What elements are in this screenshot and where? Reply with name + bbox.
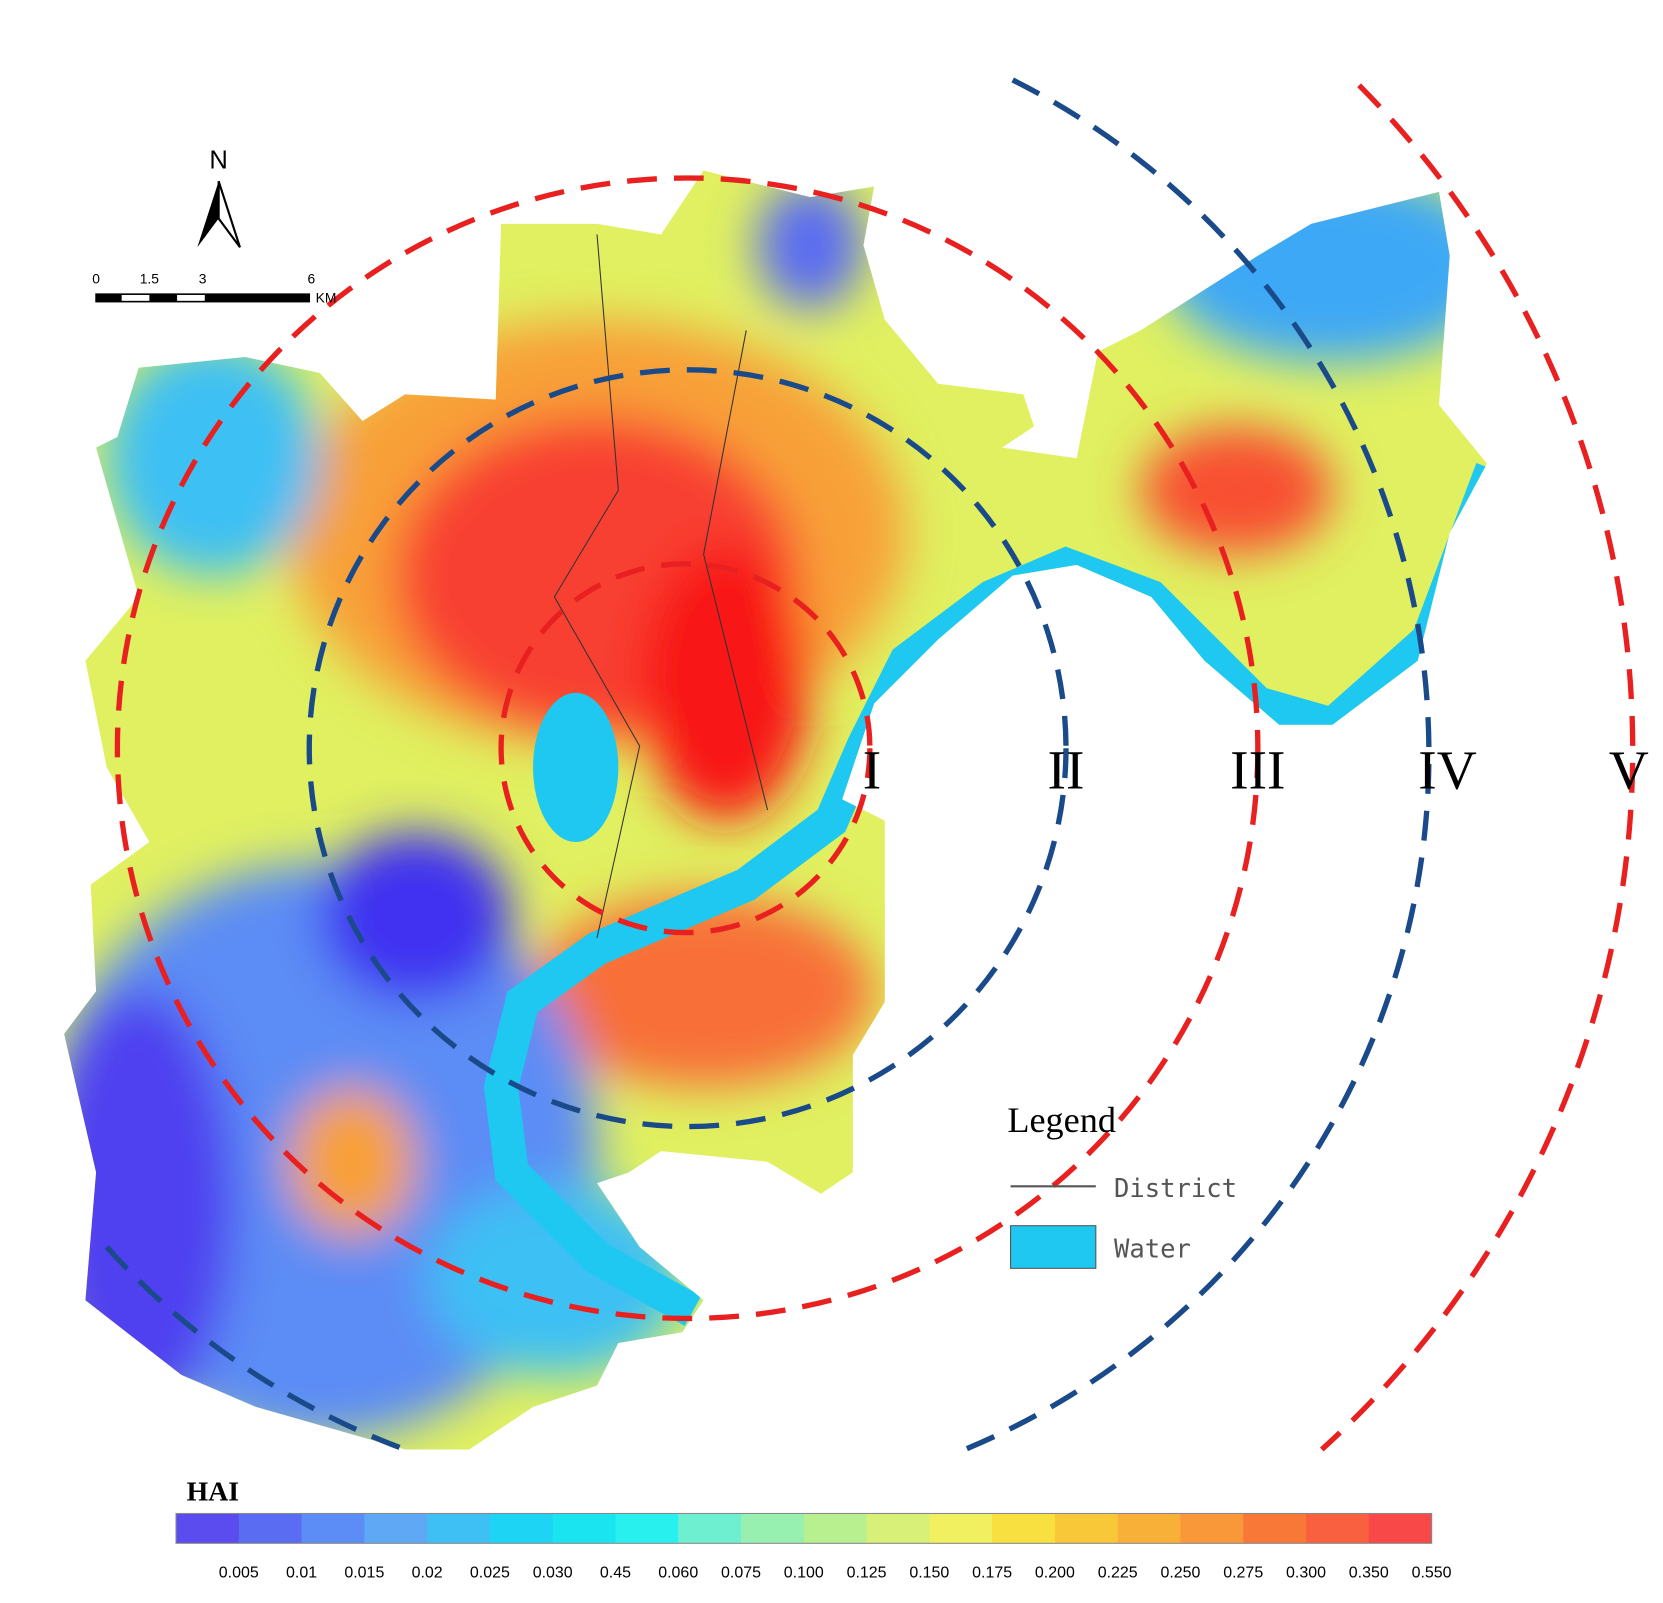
scale-segment <box>149 294 178 302</box>
ring-label: I <box>863 740 881 801</box>
ring-iv <box>963 77 1432 1452</box>
colorbar-swatch <box>176 1513 240 1544</box>
legend: Legend District Water <box>1007 1100 1237 1269</box>
colorbar-swatch <box>301 1513 365 1544</box>
colorbar-label: 0.125 <box>847 1564 887 1581</box>
colorbar-swatch <box>1117 1513 1181 1544</box>
colorbar-label: 0.030 <box>533 1564 573 1581</box>
colorbar-label: 0.225 <box>1098 1564 1138 1581</box>
scale-label: 1.5 <box>140 271 160 287</box>
colorbar-swatch <box>929 1513 993 1544</box>
scale-segment <box>96 294 122 302</box>
colorbar-label: 0.100 <box>784 1564 824 1581</box>
colorbar-swatch <box>427 1513 491 1544</box>
colorbar-swatch <box>741 1513 805 1544</box>
district-boundary <box>553 234 769 939</box>
colorbar-swatch <box>678 1513 742 1544</box>
colorbar-swatch <box>1180 1513 1244 1544</box>
colorbar-label: 0.275 <box>1223 1564 1263 1581</box>
colorbar-swatch <box>552 1513 616 1544</box>
legend-title: Legend <box>1007 1100 1116 1140</box>
colorbar-title: HAI <box>187 1476 239 1507</box>
colorbar-swatch <box>1368 1513 1433 1544</box>
colorbar-label: 0.45 <box>600 1564 631 1581</box>
colorbar-swatch <box>1054 1513 1119 1544</box>
colorbar-label: 0.550 <box>1412 1564 1452 1581</box>
colorbar-swatch <box>866 1513 930 1544</box>
colorbar-swatch <box>238 1513 303 1544</box>
lake <box>533 692 619 843</box>
rings <box>104 77 1636 1453</box>
arrow-right <box>217 180 241 248</box>
colorbar-label: 0.200 <box>1035 1564 1075 1581</box>
ring-ii <box>306 367 1069 1130</box>
colorbar-label: 0.250 <box>1160 1564 1200 1581</box>
north-arrow: N <box>197 146 241 248</box>
colorbar-label: 0.060 <box>658 1564 698 1581</box>
ring-i <box>498 561 873 936</box>
colorbar-label: 0.175 <box>972 1564 1012 1581</box>
colorbar-label: 0.025 <box>470 1564 510 1581</box>
colorbar-label: 0.01 <box>286 1564 317 1581</box>
colorbar-swatch <box>615 1513 679 1544</box>
scale-unit: KM <box>316 290 337 306</box>
colorbar-label: 0.300 <box>1286 1564 1326 1581</box>
colorbar-label: 0.150 <box>909 1564 949 1581</box>
colorbar-swatch <box>803 1513 868 1544</box>
colorbar-swatch <box>489 1513 554 1544</box>
colorbar-frame <box>175 1512 1433 1544</box>
colorbar-swatch <box>992 1513 1056 1544</box>
water-symbol <box>1010 1225 1097 1269</box>
north-label: N <box>209 146 227 174</box>
scale-segment <box>204 294 310 302</box>
ring-label: V <box>1609 740 1649 801</box>
ring-label: II <box>1048 740 1085 801</box>
ring-label: III <box>1230 740 1285 801</box>
colorbar-swatch <box>364 1513 428 1544</box>
ring-v <box>1319 83 1636 1452</box>
legend-item: District <box>1114 1174 1237 1204</box>
scale-label: 6 <box>308 271 316 287</box>
legend-item: Water <box>1114 1235 1191 1265</box>
scale-bar <box>95 293 311 303</box>
scale-label: 0 <box>92 271 100 287</box>
colorbar-label: 0.015 <box>344 1564 384 1581</box>
colorbar-swatch <box>1243 1513 1307 1544</box>
colorbar-label: 0.075 <box>721 1564 761 1581</box>
ring-iii <box>114 175 1261 1322</box>
colorbar-swatch <box>1306 1513 1370 1544</box>
colorbar-label: 0.02 <box>412 1564 443 1581</box>
scale-label: 3 <box>199 271 207 287</box>
ring-label: IV <box>1418 740 1476 801</box>
colorbar-label: 0.005 <box>219 1564 259 1581</box>
arrow-left <box>197 181 219 248</box>
colorbar-label: 0.350 <box>1349 1564 1389 1581</box>
